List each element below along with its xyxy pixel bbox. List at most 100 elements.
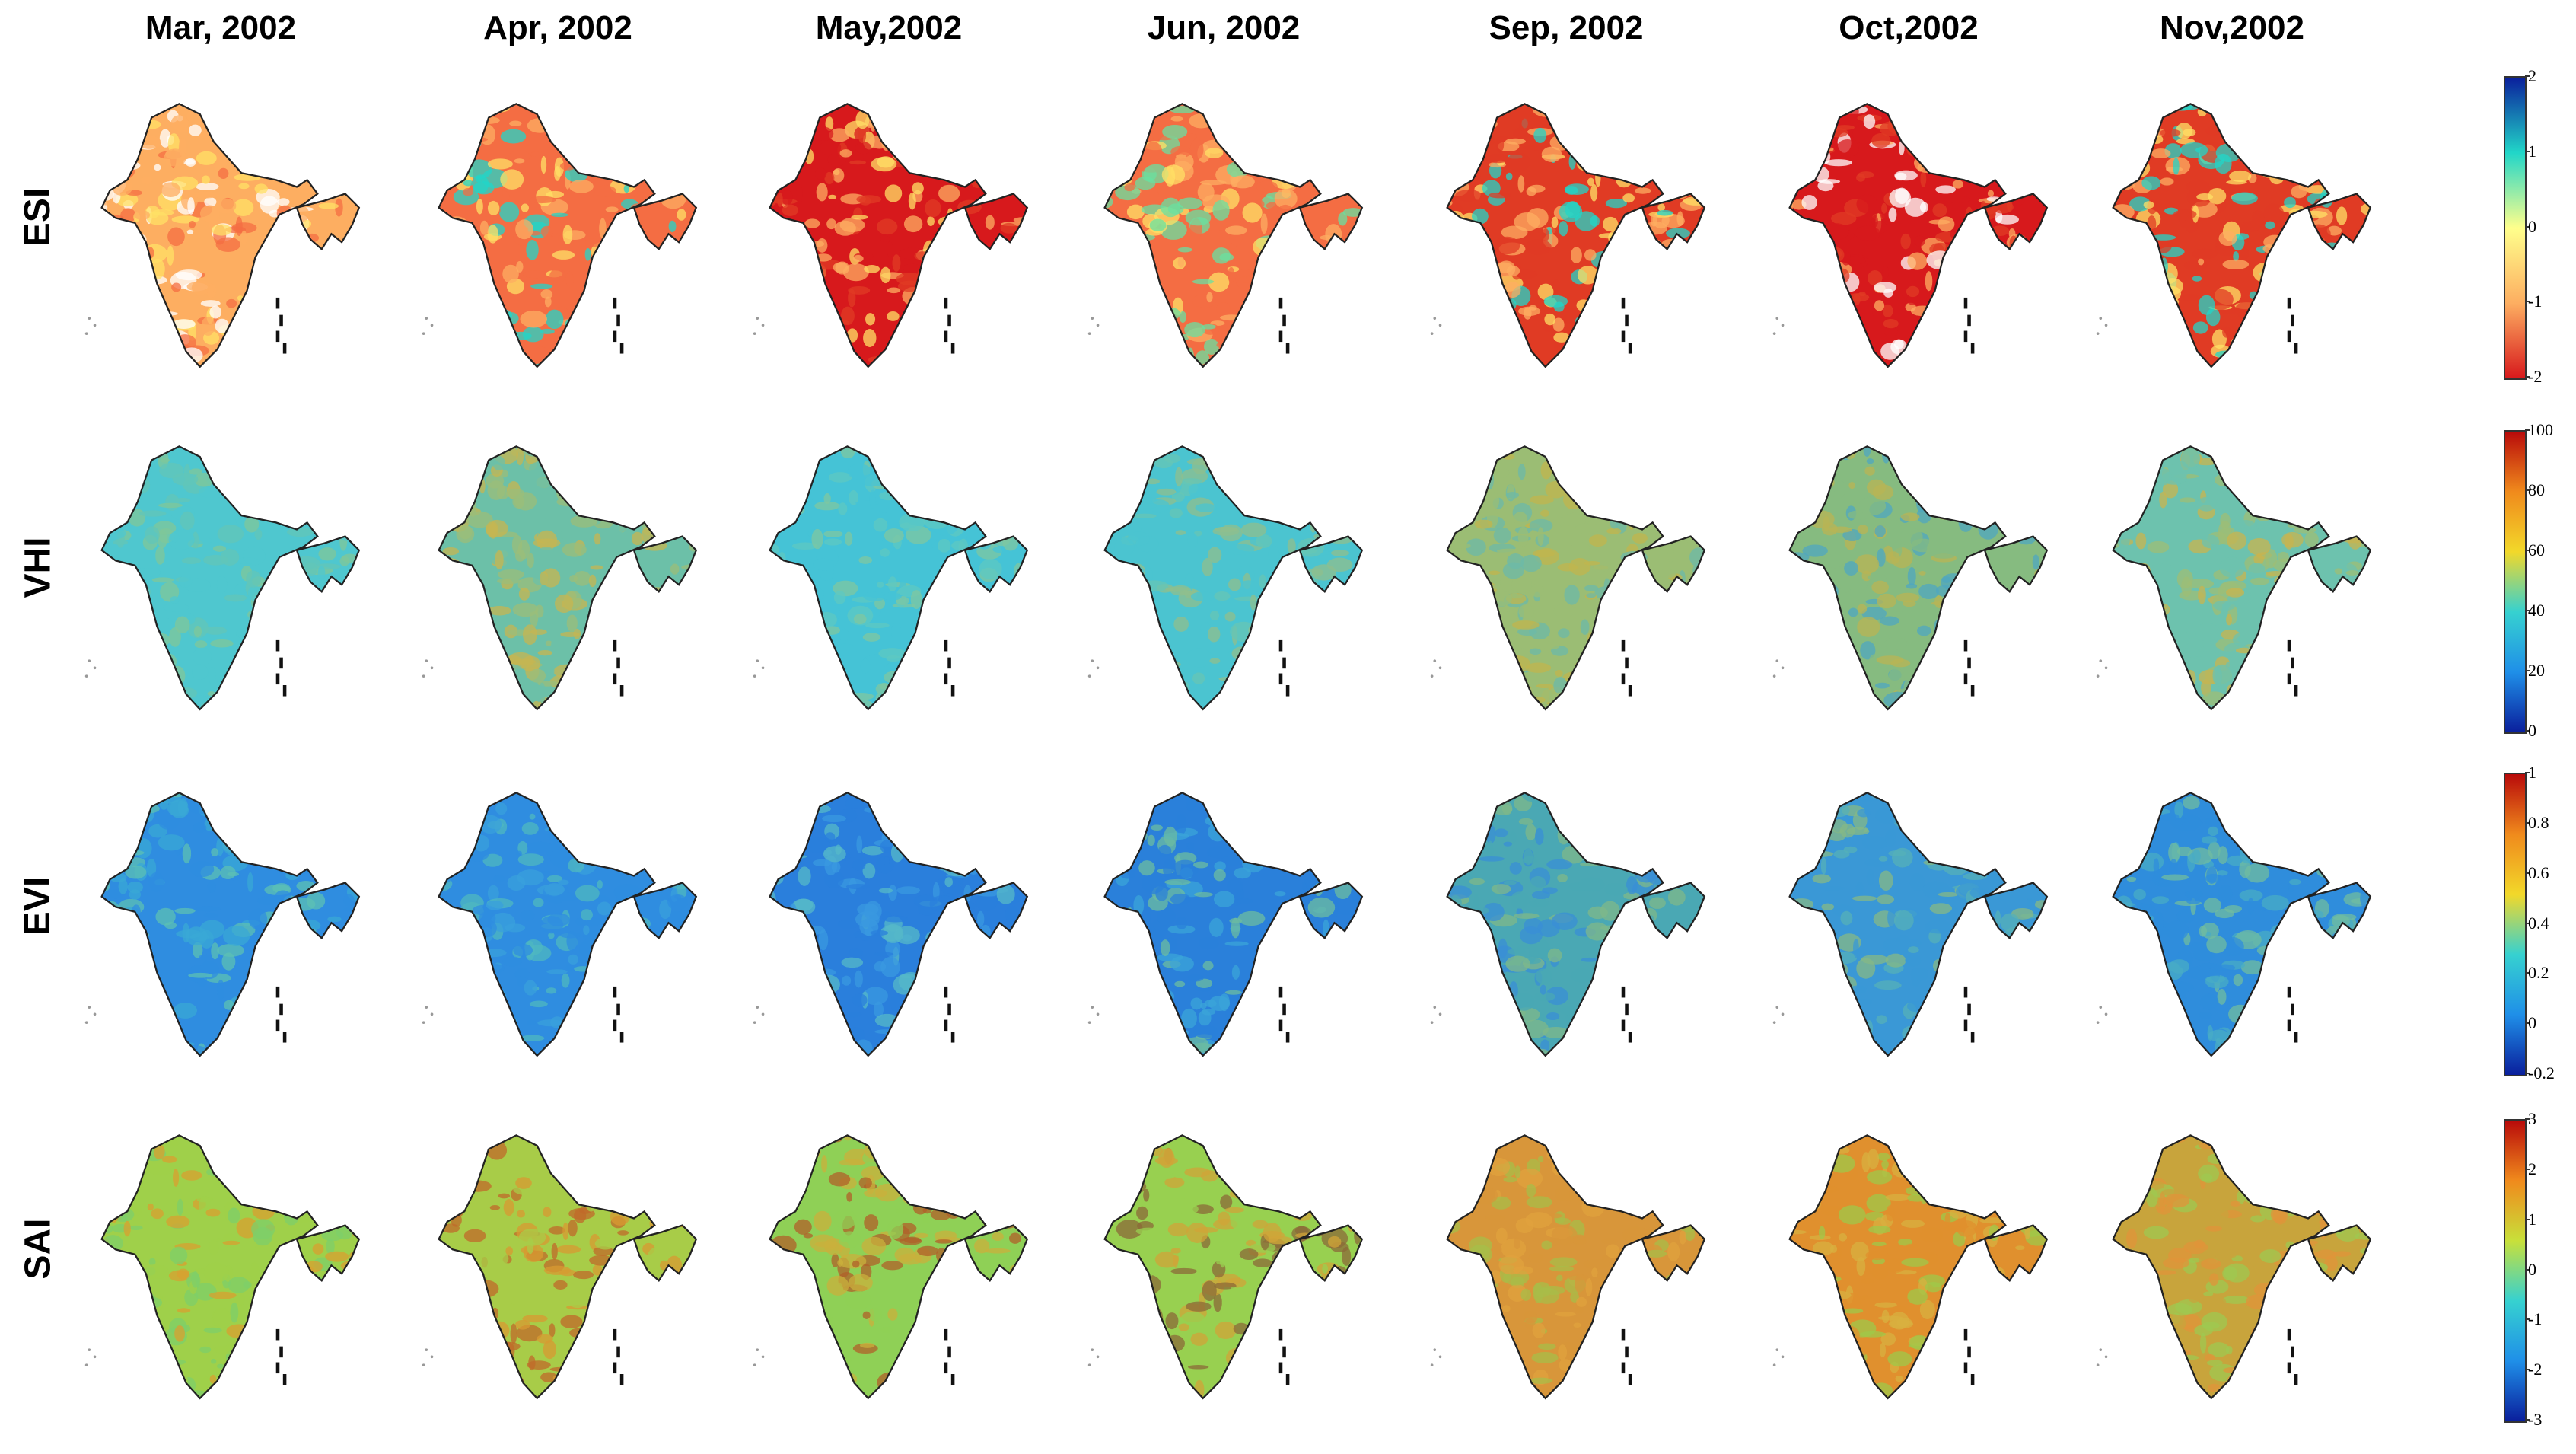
india-map [422,1134,698,1400]
colorbar-tick-mark [2525,1318,2530,1321]
map-vhi-6 [1756,403,2061,738]
colorbar-tick-label: 0 [2528,1013,2536,1033]
row-label-evi: EVI [8,807,68,1005]
colorbar-sai [2504,1119,2527,1423]
row-label-text: ESI [18,187,59,247]
india-map [1430,103,1706,368]
colorbar-tick-mark [2525,75,2530,77]
row-label-sai: SAI [8,1149,68,1347]
map-sai-1 [68,1092,373,1427]
colorbar-tick-label: 1 [2528,1209,2536,1229]
india-map [2096,445,2372,711]
row-label-esi: ESI [8,118,68,316]
india-map [1772,445,2049,711]
india-map [422,445,698,711]
map-sai-7 [2080,1092,2384,1427]
map-vhi-2 [406,403,710,738]
map-sai-2 [406,1092,710,1427]
india-map [753,445,1029,711]
india-map [84,103,361,368]
map-evi-3 [737,750,1041,1085]
colorbar-esi [2504,76,2527,380]
india-map [1087,103,1364,368]
india-map [84,445,361,711]
map-vhi-1 [68,403,373,738]
india-map [422,103,698,368]
colorbar-tick-label: 100 [2528,420,2553,439]
india-map [1430,445,1706,711]
map-esi-6 [1756,61,2061,396]
india-map [2096,103,2372,368]
colorbar-tick-mark [2525,376,2530,378]
colorbar-tick-label: -1 [2528,292,2543,311]
map-vhi-4 [1071,403,1376,738]
india-map [2096,792,2372,1057]
colorbar-tick-label: -2 [2528,367,2543,386]
map-evi-5 [1414,750,1718,1085]
map-sai-4 [1071,1092,1376,1427]
colorbar-tick-label: 2 [2528,66,2536,85]
colorbar-tick-mark [2525,872,2530,874]
month-title: Jun, 2002 [1147,9,1301,46]
colorbar-tick-label: 0.4 [2528,913,2549,933]
map-sai-5 [1414,1092,1718,1427]
india-map [1087,792,1364,1057]
colorbar-tick-label: 0 [2528,216,2536,236]
row-label-text: SAI [18,1217,59,1280]
colorbar-tick-label: 1 [2528,141,2536,161]
colorbar-tick-mark [2525,730,2530,732]
map-esi-7 [2080,61,2384,396]
colorbar-tick-mark [2525,1073,2530,1074]
month-title: Sep, 2002 [1489,9,1644,46]
colorbar-tick-mark [2525,610,2530,611]
india-map [753,103,1029,368]
india-map [1772,792,2049,1057]
india-map [1430,1134,1706,1400]
colorbar-tick-label: -0.2 [2528,1063,2555,1083]
india-map [422,792,698,1057]
colorbar-tick-mark [2525,1268,2530,1271]
colorbar-tick-label: -3 [2528,1410,2543,1429]
month-title: Mar, 2002 [145,9,297,46]
colorbar-tick-mark [2525,772,2530,773]
month-title: Nov,2002 [2160,9,2304,46]
colorbar-tick-label: 0.2 [2528,963,2549,983]
month-title: May,2002 [815,9,963,46]
india-map [753,792,1029,1057]
colorbar-tick-mark [2525,150,2530,152]
colorbar-tick-label: 60 [2528,540,2545,560]
india-map [2096,1134,2372,1400]
map-vhi-3 [737,403,1041,738]
colorbar-tick-label: -1 [2528,1309,2543,1329]
colorbar-tick-mark [2525,1118,2530,1120]
colorbar-tick-mark [2525,301,2530,303]
map-vhi-7 [2080,403,2384,738]
map-sai-6 [1756,1092,2061,1427]
map-esi-2 [406,61,710,396]
map-vhi-5 [1414,403,1718,738]
colorbar-tick-label: 0 [2528,721,2536,740]
colorbar-evi [2504,773,2527,1076]
india-map [1430,792,1706,1057]
row-label-text: EVI [18,876,59,936]
india-map [1772,1134,2049,1400]
india-map [1087,445,1364,711]
colorbar-tick-label: 0 [2528,1259,2536,1279]
india-map [753,1134,1029,1400]
month-title: Apr, 2002 [483,9,632,46]
colorbar-tick-mark [2525,821,2530,824]
colorbar-tick-mark [2525,429,2530,431]
colorbar-tick-label: 0.8 [2528,812,2549,832]
colorbar-tick-label: 2 [2528,1159,2536,1178]
colorbar-tick-mark [2525,922,2530,924]
colorbar-tick-label: 0.6 [2528,863,2549,882]
map-sai-3 [737,1092,1041,1427]
month-title: Oct,2002 [1839,9,1979,46]
india-map [84,792,361,1057]
colorbar-tick-label: 1 [2528,763,2536,782]
map-evi-1 [68,750,373,1085]
map-esi-3 [737,61,1041,396]
colorbar-tick-label: -2 [2528,1360,2543,1379]
map-evi-2 [406,750,710,1085]
